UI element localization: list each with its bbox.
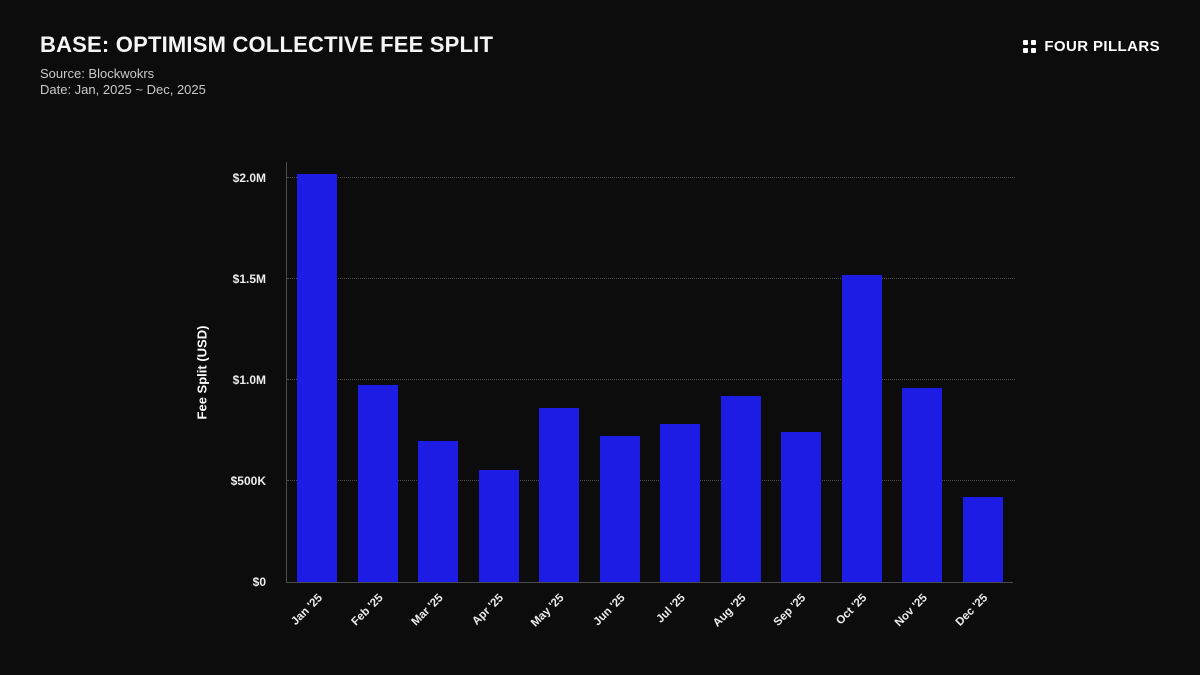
bar-slot xyxy=(529,162,590,582)
bar xyxy=(539,408,580,582)
bar xyxy=(962,497,1003,582)
bar-slot xyxy=(650,162,711,582)
bar-slot xyxy=(348,162,409,582)
y-tick-label: $2.0M xyxy=(232,171,266,186)
gridline xyxy=(287,480,1015,482)
x-tick: May '25 xyxy=(528,582,589,657)
bar xyxy=(297,174,338,582)
brand: FOUR PILLARS xyxy=(1023,38,1160,55)
gridline xyxy=(287,379,1015,381)
bar-slot xyxy=(771,162,832,582)
date-range-label: Date: Jan, 2025 ~ Dec, 2025 xyxy=(40,82,206,98)
x-tick-label: Jul '25 xyxy=(654,592,688,626)
x-tick-label: Apr '25 xyxy=(470,592,507,628)
four-pillars-logo-icon xyxy=(1023,40,1037,53)
x-tick: Jan '25 xyxy=(286,582,347,657)
x-tick: Jul '25 xyxy=(649,582,710,657)
x-tick: Jun '25 xyxy=(589,582,650,657)
y-axis: $0 $500K $1.0M $1.5M $2.0M xyxy=(214,162,276,589)
gridline xyxy=(287,278,1015,280)
bar-slot xyxy=(892,162,953,582)
bar xyxy=(902,388,943,582)
bar xyxy=(478,469,519,582)
x-tick: Apr '25 xyxy=(468,582,529,657)
x-tick: Mar '25 xyxy=(407,582,468,657)
x-tick-label: Dec '25 xyxy=(953,592,991,629)
header: BASE: OPTIMISM COLLECTIVE FEE SPLIT Sour… xyxy=(40,32,493,99)
x-tick: Dec '25 xyxy=(952,582,1013,657)
bar xyxy=(418,440,459,582)
bar xyxy=(781,431,822,582)
chart-meta: Source: Blockwokrs Date: Jan, 2025 ~ Dec… xyxy=(40,66,493,99)
x-tick-label: Feb '25 xyxy=(349,592,386,629)
y-tick-label: $1.0M xyxy=(232,373,266,388)
x-axis: Jan '25 Feb '25 Mar '25 Apr '25 May '25 Jun '… xyxy=(286,582,1012,657)
bar xyxy=(660,423,701,582)
x-tick: Nov '25 xyxy=(891,582,952,657)
x-tick-label: Jan '25 xyxy=(288,592,325,628)
bar xyxy=(720,396,761,582)
bar-slot xyxy=(287,162,348,582)
x-tick: Aug '25 xyxy=(710,582,771,657)
y-axis-title: Fee Split (USD) xyxy=(194,325,210,419)
y-tick-label: $1.5M xyxy=(232,272,266,287)
x-tick-label: Aug '25 xyxy=(710,592,749,630)
brand-name: FOUR PILLARS xyxy=(1044,38,1160,55)
bar-slot xyxy=(953,162,1014,582)
gridline xyxy=(287,177,1015,179)
y-tick-label: $0 xyxy=(252,575,266,589)
source-label: Source: Blockwokrs xyxy=(40,66,155,81)
bar-slot xyxy=(408,162,469,582)
bar-chart: Fee Split (USD) $0 $500K $1.0M $1.5M $2.0M J… xyxy=(190,150,1020,662)
page-title: BASE: OPTIMISM COLLECTIVE FEE SPLIT xyxy=(40,32,494,57)
bar-slot xyxy=(711,162,772,582)
x-tick: Feb '25 xyxy=(347,582,408,657)
bar-slot xyxy=(590,162,651,582)
bars xyxy=(287,162,1013,582)
bar-slot xyxy=(469,162,530,582)
bar-slot xyxy=(832,162,893,582)
bar xyxy=(841,275,882,582)
x-tick: Sep '25 xyxy=(770,582,831,657)
x-tick-label: Sep '25 xyxy=(772,592,809,629)
x-tick: Oct '25 xyxy=(831,582,892,657)
x-tick-label: Mar '25 xyxy=(409,592,446,629)
y-tick-label: $500K xyxy=(230,474,266,489)
x-tick-label: Nov '25 xyxy=(892,592,930,630)
x-tick-label: Oct '25 xyxy=(833,592,870,628)
x-tick-label: Jun '25 xyxy=(591,592,628,629)
plot-area xyxy=(286,162,1015,583)
x-tick-label: May '25 xyxy=(529,592,567,630)
bar xyxy=(357,385,398,582)
bar xyxy=(599,435,640,582)
